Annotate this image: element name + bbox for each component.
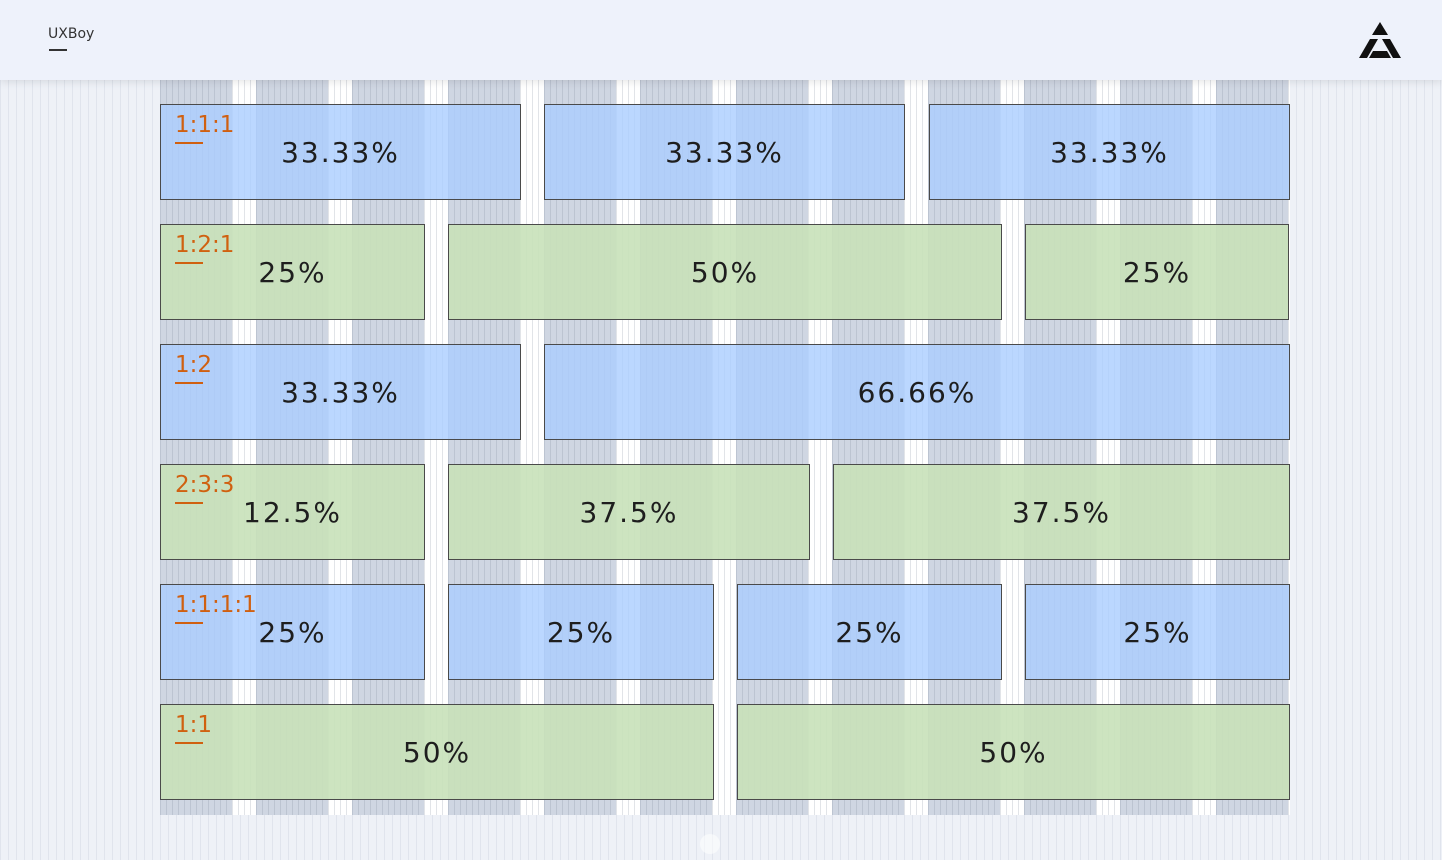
top-bar: UXBoy: [0, 0, 1442, 80]
cell-percent: 25%: [258, 255, 327, 289]
grid-cell: 1:1:1 33.33%: [160, 104, 521, 200]
cell-percent: 25%: [835, 615, 904, 649]
cell-percent: 25%: [1123, 615, 1192, 649]
cell-percent: 33.33%: [1050, 135, 1169, 169]
ratio-label: 2:3:3: [175, 472, 235, 498]
cell-percent: 33.33%: [281, 135, 400, 169]
ratio-underline: [175, 262, 203, 264]
ratio-label: 1:2: [175, 352, 213, 378]
grid-cell: 33.33%: [544, 104, 905, 200]
cell-percent: 33.33%: [281, 375, 400, 409]
grid-cell: 37.5%: [833, 464, 1290, 560]
grid-cell: 50%: [448, 224, 1002, 320]
grid-cell: 66.66%: [544, 344, 1290, 440]
ratio-underline: [175, 382, 203, 384]
cell-percent: 12.5%: [243, 495, 342, 529]
grid-cell: 1:2 33.33%: [160, 344, 521, 440]
ratio-underline: [175, 742, 203, 744]
ratio-label: 1:1:1: [175, 112, 235, 138]
grid-cell: 1:1 50%: [160, 704, 714, 800]
grid-cell: 33.33%: [929, 104, 1290, 200]
ratio-underline: [175, 142, 203, 144]
grid-cell: 25%: [1025, 584, 1290, 680]
watermark-circle: [700, 834, 720, 854]
ratio-underline: [175, 502, 203, 504]
cell-percent: 25%: [1122, 255, 1192, 289]
cell-percent: 50%: [979, 735, 1048, 769]
brand-name[interactable]: UXBoy: [48, 26, 95, 42]
grid-cell: 1:2:1 25%: [160, 224, 425, 320]
cell-percent: 37.5%: [1012, 495, 1111, 529]
ratio-underline: [175, 622, 203, 624]
grid-cell: 1:1:1:1 25%: [160, 584, 425, 680]
cell-percent: 25%: [258, 615, 327, 649]
grid-cell: 25%: [448, 584, 714, 680]
grid-cell: 25%: [1025, 224, 1289, 320]
cell-percent: 33.33%: [665, 135, 784, 169]
ratio-label: 1:1:1:1: [175, 592, 257, 618]
cell-percent: 25%: [546, 615, 616, 649]
grid-cell: 25%: [737, 584, 1002, 680]
cell-percent: 50%: [402, 735, 472, 769]
grid-cell: 2:3:3 12.5%: [160, 464, 425, 560]
ratio-label: 1:2:1: [175, 232, 235, 258]
ratio-label: 1:1: [175, 712, 213, 738]
grid-cell: 37.5%: [448, 464, 810, 560]
brand-underline: [49, 49, 67, 51]
cell-percent: 50%: [690, 255, 760, 289]
cell-percent: 66.66%: [857, 375, 977, 409]
grid-cell: 50%: [737, 704, 1290, 800]
cell-percent: 37.5%: [579, 495, 679, 529]
column-grid-background: [160, 80, 1290, 815]
triangle-logo-icon[interactable]: [1357, 20, 1403, 62]
